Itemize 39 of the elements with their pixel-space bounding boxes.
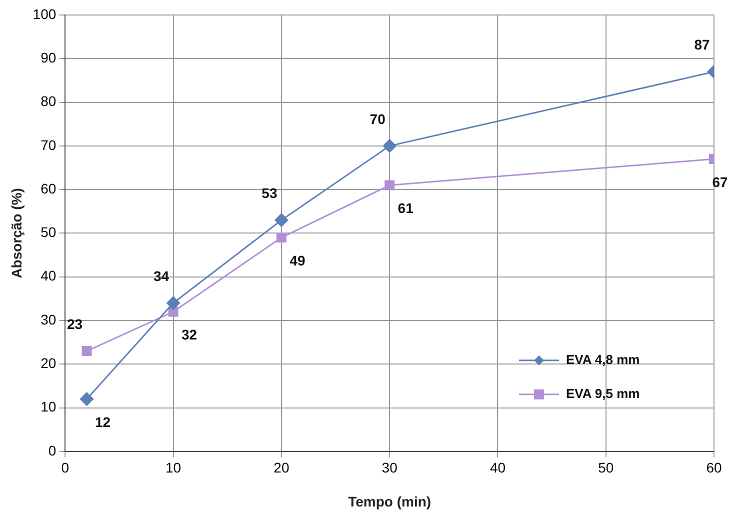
point (274, 213, 288, 227)
x-tick-label: 50 (598, 460, 614, 476)
point (276, 232, 286, 243)
data-label: 61 (398, 200, 414, 216)
x-tick-label: 30 (382, 460, 398, 476)
y-tick-label: 60 (40, 180, 56, 196)
data-label: 53 (262, 184, 278, 201)
y-tick-label: 90 (40, 50, 56, 66)
y-tick-label: 80 (40, 93, 56, 110)
x-tick-label: 40 (490, 460, 506, 476)
point (384, 180, 395, 190)
data-label: 70 (370, 110, 386, 127)
point (80, 392, 94, 406)
y-tick-label: 0 (48, 442, 56, 458)
x-tick-label: 0 (61, 460, 70, 476)
point (166, 296, 180, 310)
y-tick-label: 10 (40, 398, 56, 415)
y-tick-label: 20 (40, 354, 56, 371)
data-label: 34 (154, 268, 170, 284)
legend-label: EVA 4,8 mm (566, 352, 640, 367)
data-label: 32 (182, 326, 198, 343)
data-label: 67 (712, 174, 728, 190)
legend-label: EVA 9,5 mm (566, 386, 640, 401)
x-tick-label: 60 (706, 460, 722, 476)
x-tick-label: 10 (166, 460, 182, 476)
x-axis-title: Tempo (min) (348, 493, 432, 510)
point (382, 139, 396, 153)
data-label: 23 (66, 316, 83, 332)
y-axis-title: Absorção (%) (8, 188, 24, 278)
point (82, 346, 92, 356)
data-label: 12 (94, 414, 111, 430)
y-tick-label: 30 (40, 311, 56, 328)
y-tick-label: 40 (40, 268, 56, 284)
data-label: 49 (290, 252, 306, 268)
y-tick-label: 100 (32, 6, 56, 22)
x-tick-label: 20 (274, 460, 290, 476)
y-tick-label: 70 (40, 136, 56, 153)
data-label: 87 (694, 36, 710, 53)
y-tick-label: 50 (40, 224, 56, 240)
